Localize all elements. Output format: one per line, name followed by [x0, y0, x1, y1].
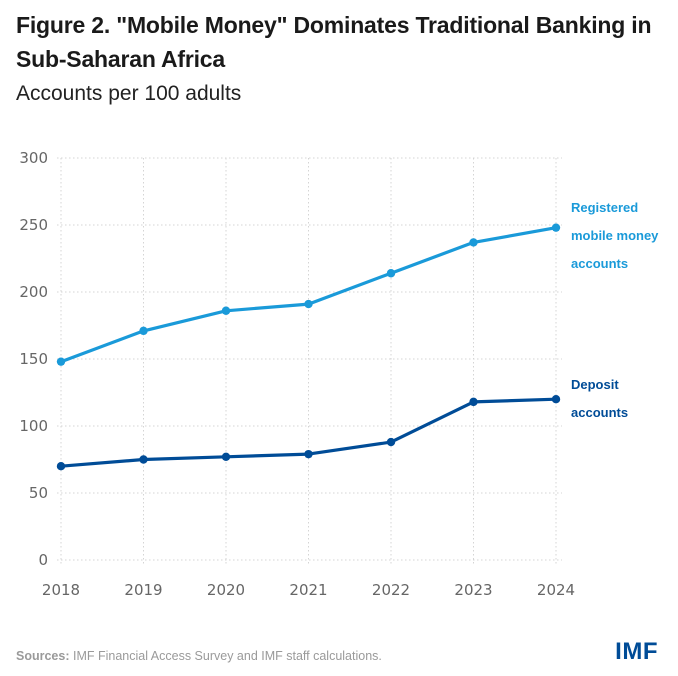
series-points [56, 223, 561, 471]
x-tick-label: 2018 [42, 581, 80, 599]
data-point [469, 397, 478, 407]
y-tick-label: 150 [19, 350, 48, 368]
data-point [469, 238, 478, 247]
data-point [221, 452, 231, 462]
data-point [139, 326, 148, 336]
series-label: Registered [571, 200, 638, 215]
y-tick-label: 250 [19, 216, 48, 234]
data-point [551, 223, 561, 232]
series-label: accounts [571, 405, 628, 420]
x-axis-ticks: 2018 2019 2020 2021 2022 2023 2024 [42, 581, 575, 599]
chart-subtitle: Accounts per 100 adults [16, 82, 242, 105]
data-point [304, 299, 313, 309]
x-tick-label: 2023 [454, 581, 492, 599]
chart-title: Figure 2. "Mobile Money" Dominates Tradi… [16, 12, 652, 72]
series-labels: Registered mobile money accounts Deposit acc… [571, 200, 659, 420]
imf-logo: IMF [615, 638, 658, 665]
x-tick-label: 2022 [372, 581, 410, 599]
data-point [386, 437, 396, 447]
y-tick-label: 200 [19, 283, 48, 301]
data-point [221, 306, 231, 315]
sources-text: IMF Financial Access Survey and IMF staf… [69, 649, 382, 663]
x-tick-label: 2019 [124, 581, 162, 599]
x-tick-label: 2024 [537, 581, 575, 599]
series-label: mobile money [571, 228, 659, 243]
y-tick-label: 0 [38, 551, 48, 569]
data-point [304, 449, 313, 459]
series-label: accounts [571, 256, 628, 271]
data-point [56, 462, 66, 471]
sources-note: Sources: IMF Financial Access Survey and… [16, 649, 382, 663]
y-tick-label: 50 [29, 484, 48, 502]
x-tick-label: 2020 [207, 581, 245, 599]
series-label: Deposit [571, 377, 619, 392]
data-point [551, 395, 561, 404]
y-tick-label: 300 [19, 149, 48, 167]
sources-label: Sources: [16, 649, 70, 663]
x-tick-label: 2021 [289, 581, 327, 599]
data-point [56, 357, 66, 366]
data-point [386, 269, 396, 278]
y-tick-label: 100 [19, 417, 48, 435]
y-axis-ticks: 0 50 100 150 200 250 300 [19, 149, 48, 569]
gridlines [57, 157, 562, 566]
data-point [139, 455, 148, 464]
